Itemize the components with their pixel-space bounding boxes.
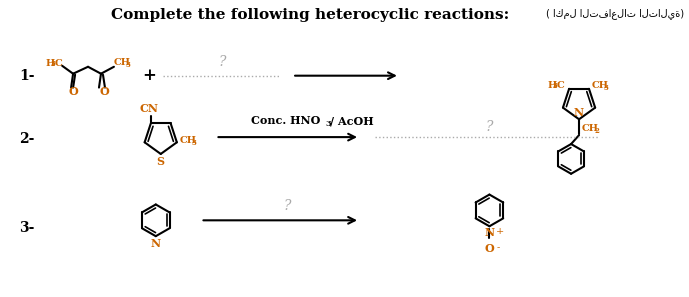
Text: N: N [151, 238, 161, 249]
Text: C: C [556, 81, 564, 90]
Text: 3-: 3- [19, 221, 34, 235]
Text: N: N [574, 107, 584, 118]
Text: 3: 3 [604, 84, 608, 92]
Text: +: + [496, 227, 504, 236]
Text: CH: CH [180, 136, 197, 145]
Text: S: S [156, 156, 165, 167]
Text: ?: ? [486, 120, 493, 134]
Text: ?: ? [283, 200, 291, 214]
Text: CH: CH [582, 124, 599, 133]
Text: Complete the following heterocyclic reactions:: Complete the following heterocyclic reac… [111, 8, 509, 22]
Text: 3: 3 [192, 139, 196, 147]
Text: 3: 3 [51, 60, 55, 68]
Text: -: - [496, 243, 500, 252]
Text: O: O [100, 86, 110, 97]
Text: Conc. HNO: Conc. HNO [251, 115, 324, 126]
Text: 2: 2 [594, 127, 599, 135]
Text: ( اكمل التفاعلات التالية): ( اكمل التفاعلات التالية) [546, 8, 683, 19]
Text: C: C [54, 59, 62, 68]
Text: ?: ? [218, 55, 226, 69]
Text: N: N [484, 227, 495, 238]
Text: O: O [484, 243, 494, 254]
Text: H: H [45, 59, 54, 68]
Text: O: O [68, 86, 78, 97]
Text: 1-: 1- [19, 69, 35, 83]
Text: CN: CN [139, 102, 158, 113]
Text: +: + [142, 67, 156, 84]
Text: H: H [547, 81, 557, 90]
Text: 3: 3 [325, 120, 331, 128]
Text: 3: 3 [126, 61, 131, 69]
Text: CH: CH [114, 58, 131, 67]
Text: / AcOH: / AcOH [330, 115, 373, 126]
Text: 2-: 2- [19, 132, 34, 146]
Text: CH: CH [592, 81, 609, 90]
Text: 3: 3 [552, 82, 557, 90]
